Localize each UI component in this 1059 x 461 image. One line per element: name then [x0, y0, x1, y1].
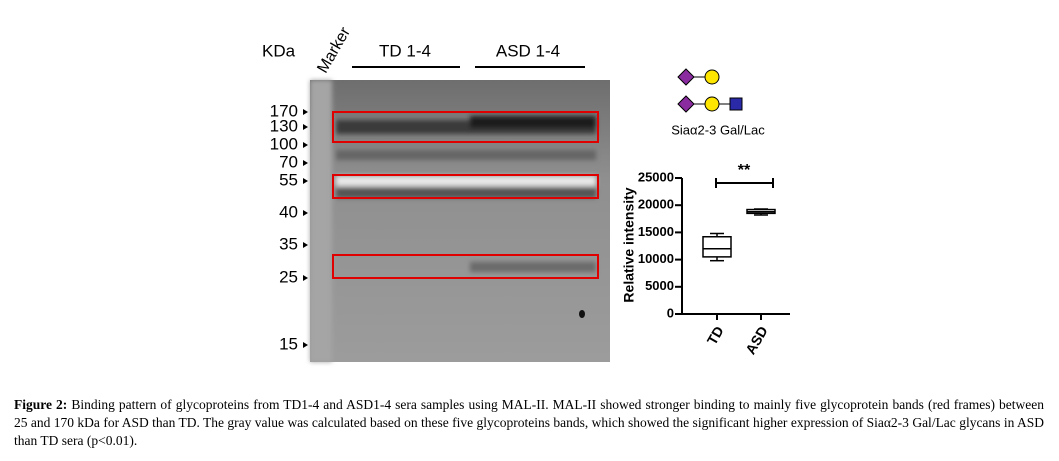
ladder-label: 130: [270, 116, 298, 135]
ladder-label: 55: [279, 170, 298, 189]
significance: **: [738, 162, 751, 179]
ladder-arrow: [303, 210, 308, 216]
significance-bar: [715, 178, 774, 188]
y-axis-label: Relative intensity: [621, 187, 637, 302]
ladder-label: 25: [279, 267, 298, 286]
ladder-label: 170: [270, 101, 298, 120]
kda-label: KDa: [262, 41, 296, 60]
group-label: TD 1-4: [379, 41, 431, 60]
ladder-arrow: [303, 178, 308, 184]
legend-text: Siaα2-3 Gal/Lac: [671, 122, 765, 137]
marker-label: Marker: [314, 24, 354, 76]
x-tick-label: TD: [704, 323, 727, 347]
y-tick-label: 10000: [638, 251, 674, 266]
y-tick-label: 5000: [645, 278, 674, 293]
y-tick-label: 25000: [638, 169, 674, 184]
caption-text: Binding pattern of glycoproteins from TD…: [14, 397, 1044, 448]
ladder-arrow: [303, 142, 308, 148]
y-tick-label: 20000: [638, 197, 674, 212]
bands: [310, 80, 596, 362]
caption-label: Figure 2:: [14, 397, 68, 412]
figure: KDa Marker TD 1-4 ASD 1-4 Siaα2-3 Gal/La…: [262, 24, 790, 362]
y-tick-label: 0: [667, 305, 674, 320]
blot-image: [310, 80, 610, 362]
glycan-icons: [677, 68, 743, 113]
ladder-arrow: [303, 109, 308, 115]
ladder-arrow: [303, 242, 308, 248]
caption: Figure 2: Binding pattern of glycoprotei…: [14, 396, 1044, 450]
ladder-arrow: [303, 342, 308, 348]
group-label: ASD 1-4: [496, 41, 560, 60]
ladder-label: 35: [279, 234, 298, 253]
ladder-arrow: [303, 275, 308, 281]
ladder-label: 70: [279, 152, 298, 171]
ladder-arrow: [303, 160, 308, 166]
ladder-label: 40: [279, 202, 298, 221]
ladder-label: 100: [270, 134, 298, 153]
ladder-arrow: [303, 124, 308, 130]
y-tick-label: 15000: [638, 224, 674, 239]
x-tick-label: ASD: [742, 323, 771, 357]
ladder-label: 15: [279, 334, 298, 353]
box: [702, 236, 732, 258]
